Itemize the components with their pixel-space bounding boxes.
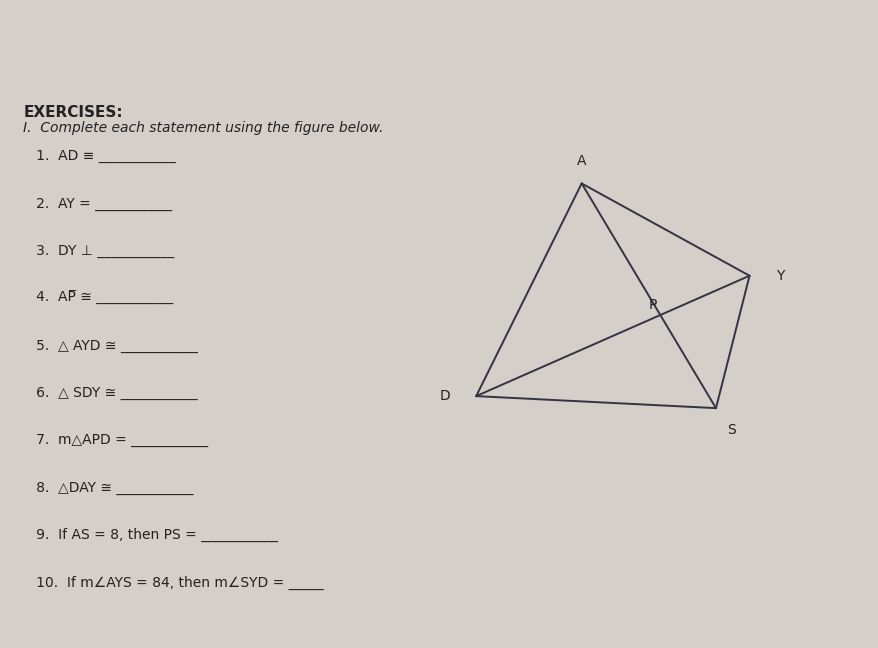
Text: 5.  △ AYD ≅ ___________: 5. △ AYD ≅ ___________: [23, 339, 198, 353]
Text: 1.  AD ≡ ___________: 1. AD ≡ ___________: [23, 149, 176, 163]
Text: 6.  △ SDY ≅ ___________: 6. △ SDY ≅ ___________: [23, 386, 198, 400]
Text: 7.  m△APD = ___________: 7. m△APD = ___________: [23, 434, 208, 448]
Text: 9.  If AS = 8, then PS = ___________: 9. If AS = 8, then PS = ___________: [23, 528, 278, 542]
Text: S: S: [726, 423, 735, 437]
Text: 3.  DY ⊥ ___________: 3. DY ⊥ ___________: [23, 244, 174, 258]
Text: EXERCISES:: EXERCISES:: [23, 105, 123, 120]
Text: 10.  If m∠AYS = 84, then m∠SYD = _____: 10. If m∠AYS = 84, then m∠SYD = _____: [23, 575, 323, 590]
Text: 4.  AP̅ ≅ ___________: 4. AP̅ ≅ ___________: [23, 292, 173, 305]
Text: 8.  △DAY ≅ ___________: 8. △DAY ≅ ___________: [23, 481, 193, 495]
Text: P: P: [648, 297, 656, 312]
Text: I.  Complete each statement using the figure below.: I. Complete each statement using the fig…: [23, 121, 383, 135]
Text: Y: Y: [775, 269, 784, 283]
Text: A: A: [576, 154, 586, 168]
Text: D: D: [439, 389, 450, 403]
Text: 2.  AY = ___________: 2. AY = ___________: [23, 196, 172, 211]
